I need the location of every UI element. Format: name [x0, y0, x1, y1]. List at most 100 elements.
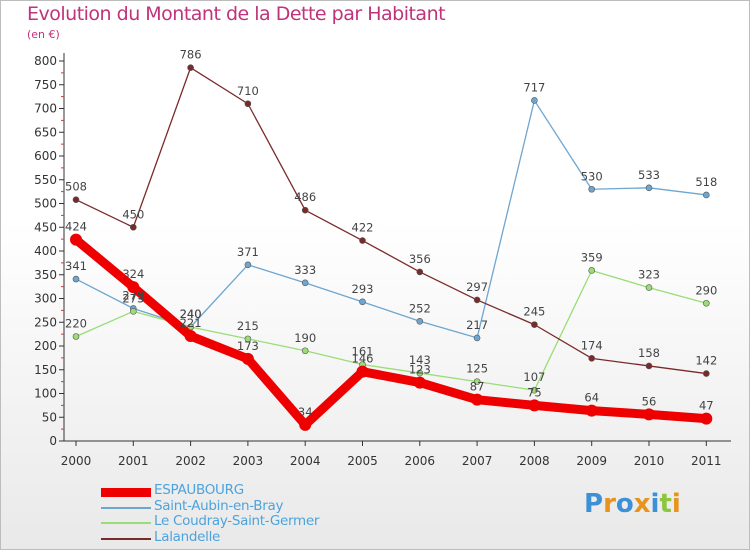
legend-swatch: [101, 522, 151, 524]
data-point: [531, 321, 538, 328]
data-label: 64: [584, 391, 599, 405]
data-point: [244, 335, 252, 343]
data-point: [528, 399, 541, 412]
series-line: [71, 235, 711, 430]
x-tick-label: 2004: [290, 454, 321, 468]
logo-letter: o: [615, 489, 634, 519]
data-point: [187, 64, 194, 71]
data-label: 323: [638, 268, 660, 282]
data-label: 486: [294, 190, 316, 204]
data-label: 34: [298, 405, 313, 419]
data-label: 371: [237, 245, 259, 259]
y-tick-label: 500: [34, 197, 57, 211]
y-tick-label: 750: [34, 78, 57, 92]
x-tick-label: 2010: [634, 454, 665, 468]
y-tick-label: 600: [34, 149, 57, 163]
y-tick-label: 800: [34, 54, 57, 68]
data-point: [413, 376, 426, 389]
data-label: 146: [352, 352, 374, 366]
data-label: 245: [523, 305, 545, 319]
data-point: [700, 412, 713, 425]
data-label: 143: [409, 353, 431, 367]
data-point: [244, 261, 252, 269]
x-tick-label: 2006: [405, 454, 436, 468]
data-point: [588, 267, 596, 274]
data-point: [301, 347, 309, 355]
x-tick-label: 2009: [576, 454, 607, 468]
data-label: 324: [122, 267, 144, 281]
data-label: 56: [642, 394, 657, 408]
data-point: [244, 100, 252, 108]
x-tick-label: 2005: [347, 454, 378, 468]
data-label: 508: [65, 180, 87, 194]
data-point: [702, 370, 710, 377]
series-line: [75, 99, 707, 339]
data-label: 422: [352, 221, 374, 235]
data-label: 174: [581, 338, 603, 352]
y-tick-label: 450: [34, 220, 57, 234]
data-label: 273: [122, 291, 144, 305]
data-point: [70, 233, 82, 246]
data-label: 107: [523, 370, 545, 384]
logo-letter: r: [603, 489, 616, 519]
data-label: 356: [409, 252, 431, 266]
data-point: [531, 97, 538, 104]
data-point: [588, 355, 596, 362]
logo-letter: i: [650, 489, 660, 519]
data-label: 533: [638, 168, 660, 182]
data-point: [645, 284, 653, 291]
legend-label: Saint-Aubin-en-Bray: [154, 497, 284, 514]
data-label: 158: [638, 346, 660, 360]
chart-unit: (en €): [27, 28, 60, 41]
x-tick-label: 2002: [175, 454, 206, 468]
data-label: 240: [180, 307, 202, 321]
data-point: [416, 317, 424, 325]
data-label: 518: [695, 175, 717, 189]
data-point: [301, 279, 309, 287]
data-point: [359, 298, 366, 306]
data-label: 87: [470, 380, 485, 394]
data-point: [416, 268, 424, 276]
legend-swatch: [101, 506, 151, 509]
data-point: [585, 404, 598, 417]
data-label: 47: [699, 399, 714, 413]
y-tick-label: 650: [34, 125, 57, 139]
data-label: 240: [180, 307, 202, 321]
data-label: 424: [65, 220, 87, 234]
data-point: [588, 185, 596, 193]
legend-swatch: [101, 487, 151, 497]
y-tick-label: 50: [42, 410, 57, 424]
y-tick-label: 300: [34, 292, 57, 306]
data-label: 220: [65, 317, 87, 331]
logo-letter: t: [659, 489, 672, 519]
data-point: [130, 308, 137, 315]
data-label: 221: [180, 316, 202, 330]
data-label: 75: [527, 385, 542, 399]
data-label: 252: [409, 301, 431, 315]
data-label: 450: [122, 207, 144, 221]
proxiti-logo: Proxiti: [584, 489, 681, 519]
data-label: 217: [466, 318, 488, 332]
x-tick-label: 2011: [691, 454, 722, 468]
data-point: [359, 237, 366, 244]
data-point: [241, 352, 254, 365]
legend-label: Lalandelle: [154, 528, 221, 545]
data-point: [72, 275, 80, 283]
data-point: [702, 191, 710, 199]
data-point: [473, 296, 481, 304]
legend-swatch: [101, 537, 151, 540]
data-label: 786: [180, 48, 202, 62]
data-point: [471, 393, 484, 406]
data-point: [301, 206, 309, 214]
data-label: 142: [695, 354, 717, 368]
y-tick-label: 100: [34, 387, 57, 401]
chart-title: Evolution du Montant de la Dette par Hab…: [27, 3, 446, 25]
logo-letter: x: [633, 489, 651, 519]
data-point: [645, 184, 653, 192]
logo-letter: i: [671, 489, 681, 519]
data-label: 125: [466, 362, 488, 376]
x-tick-label: 2003: [233, 454, 264, 468]
data-point: [72, 333, 80, 340]
